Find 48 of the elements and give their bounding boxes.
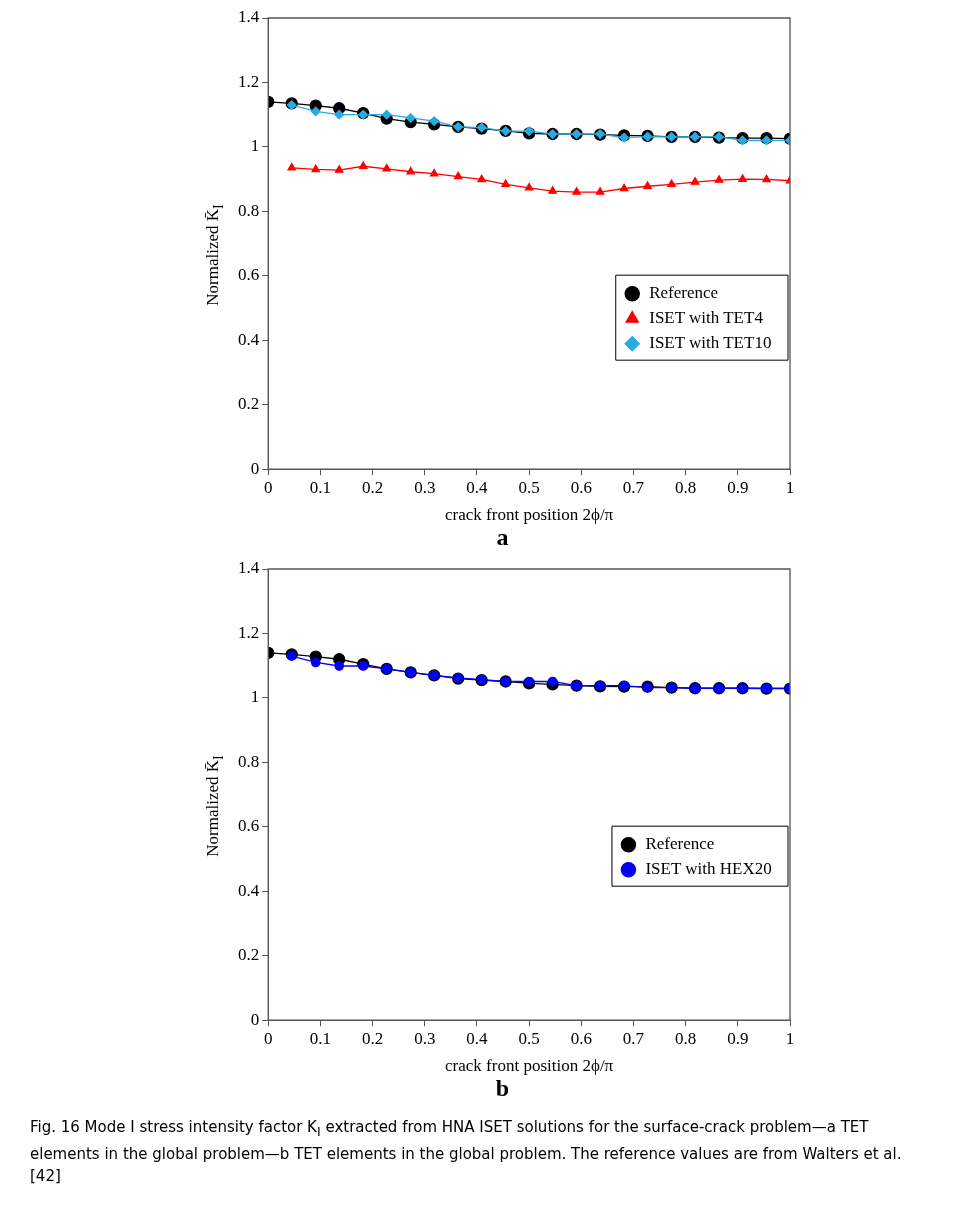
x-tick-label: 0: [264, 1028, 273, 1048]
y-tick-label: 0.4: [238, 329, 260, 349]
y-tick-label: 0.8: [238, 751, 260, 771]
x-tick-label: 0.7: [622, 1028, 645, 1048]
y-tick-label: 0.8: [238, 200, 260, 220]
x-axis-title: crack front position 2ϕ/π: [445, 1056, 614, 1076]
x-tick-label: 0.4: [466, 477, 489, 497]
x-tick-label: 0.5: [518, 477, 540, 497]
legend-label: Reference: [649, 283, 719, 303]
text: b: [494, 1075, 511, 1102]
legend-label: Reference: [645, 834, 715, 854]
y-tick-label: 0.2: [238, 394, 260, 414]
y-tick-label: 1.2: [238, 622, 260, 642]
x-tick-label: 0.7: [622, 477, 645, 497]
x-tick-label: 0.8: [675, 477, 697, 497]
legend-label: ISET with HEX20: [645, 859, 772, 879]
text: a: [495, 524, 510, 551]
y-tick-label: 0.4: [238, 880, 260, 900]
y-tick-label: 0.6: [238, 816, 260, 836]
x-tick-label: 1: [785, 1028, 795, 1048]
x-tick-label: 0.6: [570, 477, 592, 497]
y-tick-label: 1.4: [238, 7, 260, 27]
y-tick-label: 1.4: [238, 558, 260, 578]
y-tick-label: 0: [250, 1009, 260, 1029]
x-tick-label: 0.5: [518, 1028, 540, 1048]
x-tick-label: 0.6: [570, 1028, 592, 1048]
x-tick-label: 0.2: [361, 477, 384, 497]
x-tick-label: 0.8: [675, 1028, 697, 1048]
x-tick-label: 0.1: [309, 477, 332, 497]
x-tick-label: 0.9: [727, 1028, 749, 1048]
x-tick-label: 0.4: [466, 1028, 489, 1048]
caption: Fig. 16 Mode I stress intensity factor K$_{I}$ extracted from HNA ISET solutions for the surface-crack problem—a TET elements in the global problem—b TET elements in the global problem. The reference values are from Walters et al. [42]: [30, 1117, 903, 1187]
x-tick-label: 1: [785, 477, 795, 497]
x-axis-title: crack front position 2ϕ/π: [445, 505, 614, 525]
x-tick-label: 0.1: [309, 1028, 332, 1048]
y-tick-label: 1: [250, 687, 260, 707]
x-tick-label: 0.9: [727, 477, 749, 497]
x-tick-label: 0.2: [361, 1028, 384, 1048]
x-tick-label: 0.3: [414, 477, 436, 497]
y-tick-label: 1.2: [238, 71, 260, 91]
y-tick-label: 1: [250, 136, 260, 156]
legend-label: ISET with TET10: [649, 333, 772, 353]
y-tick-label: 0.6: [238, 265, 260, 285]
x-tick-label: 0.3: [414, 1028, 436, 1048]
y-tick-label: 0.2: [238, 945, 260, 965]
legend-label: ISET with TET4: [649, 308, 764, 328]
y-tick-label: 0: [250, 458, 260, 478]
x-tick-label: 0: [264, 477, 273, 497]
